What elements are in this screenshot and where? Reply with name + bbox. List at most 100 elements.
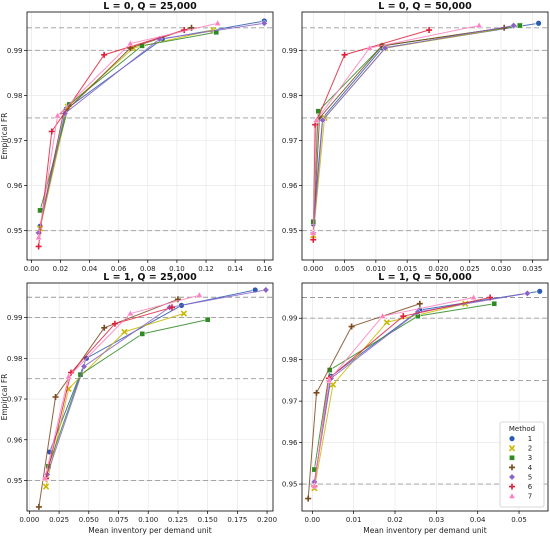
y-tick-label: 0.99: [7, 314, 23, 322]
panels-layer: 0.00 0.02 0.04 0.06 0.08 0.10 0.12 0.14 0.16 0.95…: [0, 1, 549, 535]
point-series-7: [35, 233, 43, 240]
series-line-7: [44, 294, 200, 479]
point-series-5: [381, 44, 389, 52]
x-tick-label: 0.06: [111, 265, 127, 273]
plot-area: [302, 12, 548, 260]
x-tick-label: 0.03: [429, 516, 445, 524]
x-tick-label: 0.01: [346, 516, 362, 524]
x-tick-label: 0.10: [169, 265, 185, 273]
point-series-2: [383, 319, 390, 326]
panel-1: 0.00 0.02 0.04 0.06 0.08 0.10 0.12 0.14 0.16 0.95…: [0, 1, 274, 273]
y-tick-label: 0.97: [7, 137, 23, 145]
y-tick-label: 0.99: [282, 47, 298, 55]
series-layer: [35, 17, 268, 250]
plot-frame: [26, 282, 274, 512]
point-series-7: [366, 44, 374, 51]
legend-label: 3: [528, 454, 532, 462]
point-series-7: [325, 376, 333, 383]
y-tick-label: 0.97: [282, 398, 298, 406]
panel-title: L = 1, Q = 50,000: [378, 272, 472, 283]
point-series-4: [52, 394, 59, 400]
x-tick-label: 0.02: [387, 516, 403, 524]
y-tick-label: 0.98: [7, 355, 23, 363]
x-tick-label: 0.025: [460, 265, 480, 273]
point-series-6: [101, 51, 108, 58]
x-tick-label: 0.050: [79, 516, 99, 524]
point-series-3: [213, 29, 220, 36]
x-tick-label: 0.020: [428, 265, 448, 273]
x-tick-label: 0.02: [53, 265, 69, 273]
point-series-7: [312, 116, 320, 123]
point-series-3: [204, 316, 211, 323]
legend-marker-4: [509, 464, 515, 471]
point-series-7: [470, 293, 478, 301]
panel-2: 0.000 0.005 0.010 0.015 0.020 0.025 0.030 0.035…: [282, 1, 549, 273]
legend-entry-1: 1: [508, 435, 532, 443]
legend-entry-7: 7: [508, 492, 532, 501]
y-tick-label: 0.98: [7, 92, 23, 100]
legend-marker-5: [508, 473, 516, 481]
series-line-7: [38, 22, 218, 238]
x-tick-label: 0.015: [397, 265, 417, 273]
legend-entry-4: 4: [509, 464, 533, 472]
y-tick-label: 0.96: [282, 439, 298, 447]
point-series-4: [348, 323, 355, 330]
legend-entry-3: 3: [509, 454, 532, 462]
legend-title: Method: [509, 425, 535, 433]
y-tick-label: 0.99: [7, 47, 23, 55]
plot-area: [27, 12, 273, 260]
legend-entry-6: 6: [509, 483, 533, 491]
y-tick-label: 0.96: [7, 436, 23, 444]
legend-marker-3: [509, 454, 515, 461]
panel-3: 0.000 0.025 0.050 0.075 0.100 0.125 0.150 0.175…: [0, 272, 277, 535]
x-tick-label: 0.000: [19, 516, 39, 524]
x-tick-label: 0.000: [303, 265, 323, 273]
point-series-5: [80, 362, 88, 371]
point-series-5: [510, 21, 518, 30]
series-layer: [309, 20, 542, 243]
point-series-6: [48, 128, 55, 135]
point-series-4: [127, 45, 134, 52]
point-series-4: [305, 495, 312, 502]
point-series-5: [319, 116, 327, 124]
point-series-6: [312, 121, 319, 128]
y-tick-label: 0.96: [7, 182, 23, 190]
series-line-5: [46, 289, 266, 475]
y-tick-label: 0.97: [7, 396, 23, 404]
y-tick-label: 0.95: [7, 477, 23, 485]
point-series-1: [535, 20, 542, 27]
x-tick-label: 0.16: [256, 265, 272, 273]
point-series-4: [313, 389, 320, 396]
legend-marker-2: [508, 445, 516, 452]
x-tick-label: 0.005: [335, 265, 355, 273]
point-series-3: [37, 207, 43, 214]
panel-title: L = 1, Q = 25,000: [103, 272, 197, 283]
x-tick-label: 0.05: [511, 516, 527, 524]
x-tick-label: 0.04: [470, 516, 486, 524]
x-tick-label: 0.075: [108, 516, 128, 524]
point-series-5: [61, 109, 69, 118]
legend-label: 6: [528, 483, 533, 491]
x-tick-label: 0.200: [257, 516, 277, 524]
point-series-6: [487, 294, 494, 301]
point-series-7: [54, 111, 62, 119]
point-series-6: [426, 27, 433, 34]
x-axis-label: Mean inventory per demand unit: [363, 526, 487, 535]
y-tick-label: 0.95: [7, 227, 23, 235]
point-series-6: [310, 236, 317, 243]
series-line-2: [45, 313, 185, 487]
legend-label: 1: [528, 435, 532, 443]
panel-title: L = 0, Q = 25,000: [103, 1, 197, 12]
series-line-5: [38, 22, 265, 234]
point-series-4: [101, 324, 108, 331]
legend-label: 5: [528, 473, 532, 481]
x-tick-label: 0.08: [140, 265, 156, 273]
y-tick-label: 0.97: [282, 137, 298, 145]
y-tick-label: 0.95: [282, 227, 298, 235]
legend-label: 4: [528, 464, 533, 472]
x-tick-label: 0.030: [491, 265, 511, 273]
x-tick-label: 0.00: [305, 516, 321, 524]
point-series-6: [400, 313, 407, 320]
x-tick-label: 0.175: [227, 516, 247, 524]
legend-box: [499, 421, 545, 508]
